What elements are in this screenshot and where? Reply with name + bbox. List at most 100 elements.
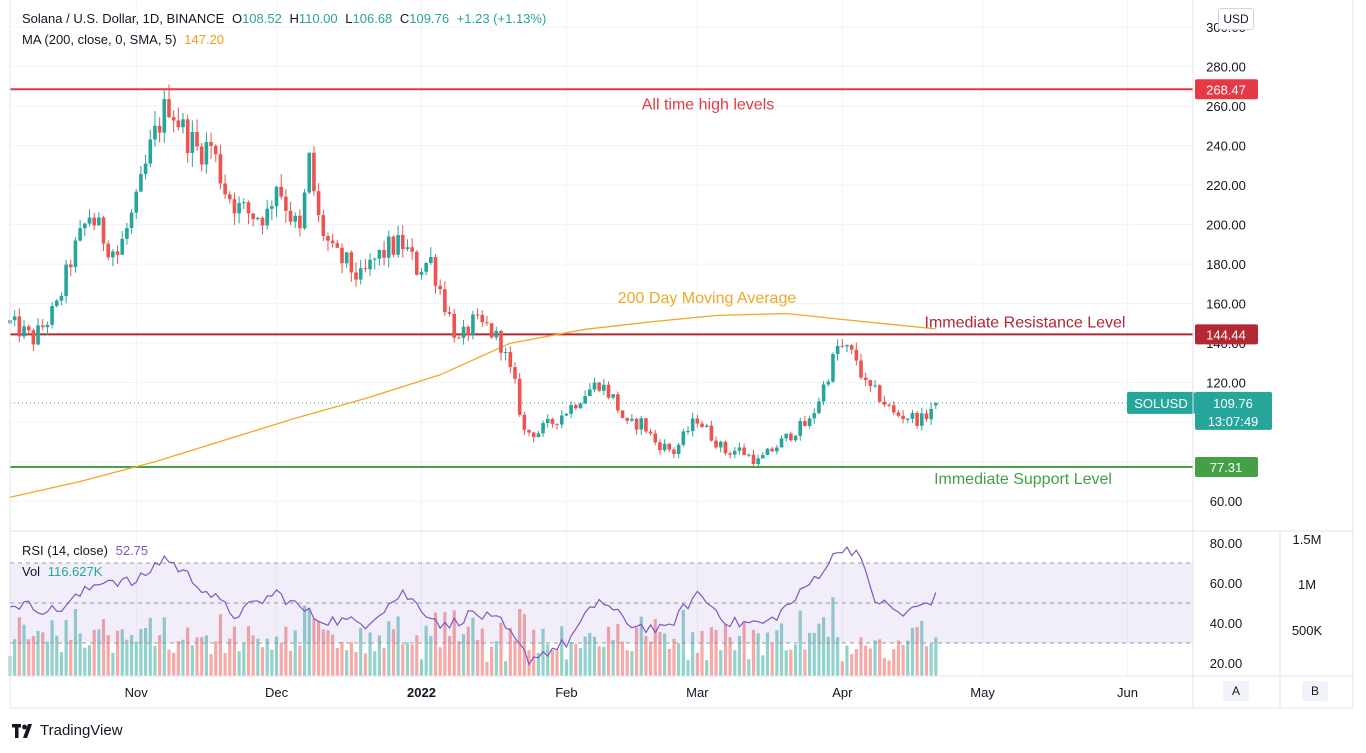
candle-body <box>541 423 545 434</box>
candle-body <box>859 360 863 378</box>
candle-body <box>265 208 269 226</box>
volume-bar <box>326 630 330 676</box>
volume-bar <box>648 641 653 676</box>
candle-body <box>433 257 438 286</box>
candle-body <box>527 429 531 433</box>
change-value: +1.23 (+1.13%) <box>456 11 547 26</box>
volume-bar <box>410 644 414 676</box>
price-tick-label: 240.00 <box>1206 139 1246 154</box>
scale-button-a[interactable]: A <box>1223 681 1249 701</box>
vol-legend: Vol 116.627K <box>22 564 106 579</box>
volume-bar <box>172 652 176 676</box>
volume-bar <box>793 644 798 676</box>
candle-body <box>845 345 849 347</box>
volume-bar <box>125 639 129 676</box>
volume-bar <box>873 640 877 676</box>
volume-bar <box>546 644 550 676</box>
candle-body <box>891 405 896 413</box>
volume-bar <box>831 597 835 676</box>
volume-bar <box>340 641 344 676</box>
volume-bar <box>447 636 452 676</box>
volume-bar <box>634 627 639 676</box>
candle-body <box>185 119 190 153</box>
volume-bar <box>817 623 821 676</box>
symbol-legend: Solana / U.S. Dollar, 1D, BINANCE O108.5… <box>22 11 550 26</box>
vol-value: 116.627K <box>47 564 103 579</box>
volume-bar <box>887 660 891 676</box>
candle-body <box>471 314 475 336</box>
candle-body <box>148 139 153 164</box>
time-tick-label: May <box>970 685 995 700</box>
candle-body <box>616 394 620 411</box>
candle-body <box>335 243 340 248</box>
volume-bar <box>331 634 335 676</box>
price-level-tag-label: 268.47 <box>1206 82 1246 97</box>
volume-bar <box>719 650 723 676</box>
volume-bar <box>27 639 31 676</box>
candle-body <box>588 389 592 397</box>
candle-body <box>162 99 167 133</box>
volume-bar <box>111 652 115 676</box>
volume-bar <box>41 632 45 676</box>
volume-bar <box>653 619 657 676</box>
volume-bar <box>438 647 442 676</box>
volume-bar <box>663 633 667 676</box>
candle-body <box>709 425 714 441</box>
currency-button[interactable]: USD <box>1218 8 1254 30</box>
candle-body <box>676 444 681 455</box>
candle-body <box>218 154 223 184</box>
candle-body <box>298 215 302 229</box>
rsi-value: 52.75 <box>115 543 149 558</box>
volume-bar <box>415 635 419 676</box>
time-tick-label: Feb <box>555 685 577 700</box>
close-label: C <box>399 11 410 26</box>
volume-bar <box>101 619 106 676</box>
volume-bar <box>186 627 190 676</box>
time-axis[interactable]: Nov Dec 2022 Feb Mar Apr May Jun <box>125 685 1138 700</box>
candle-body <box>779 438 784 448</box>
tradingview-logo[interactable]: TradingView <box>12 722 123 739</box>
volume-bar <box>915 627 919 676</box>
candle-body <box>68 264 73 268</box>
candle-body <box>639 418 644 430</box>
scale-button-b[interactable]: B <box>1302 681 1328 701</box>
moving-average-line <box>9 312 936 498</box>
volume-bar <box>190 645 194 676</box>
resistance-annotation: Immediate Resistance Level <box>925 314 1126 331</box>
candle-body <box>751 454 756 465</box>
candle-body <box>326 236 330 241</box>
volume-bar <box>840 661 844 676</box>
candle-body <box>789 433 793 441</box>
candle-body <box>826 381 831 385</box>
volume-bar <box>602 646 606 676</box>
candle-body <box>868 380 873 387</box>
ma-annotation: 200 Day Moving Average <box>618 290 797 307</box>
candle-body <box>17 316 22 337</box>
candle-body <box>573 405 578 409</box>
candle-body <box>284 196 288 211</box>
volume-bar <box>429 636 433 676</box>
candle-body <box>139 174 143 192</box>
candle-body <box>863 377 868 381</box>
horizontal-lines[interactable] <box>10 88 1193 469</box>
volume-bar <box>158 635 162 676</box>
volume-bar <box>620 641 625 676</box>
candle-body <box>73 240 78 268</box>
candle-body <box>503 352 508 354</box>
volume-bar <box>592 636 597 676</box>
volume-bar <box>232 626 237 676</box>
annotations: All time high levels Immediate Resistance… <box>618 96 1126 488</box>
candle-body <box>405 247 410 250</box>
candle-body <box>475 314 480 316</box>
volume-bar <box>906 640 910 676</box>
volume-bar <box>882 658 886 676</box>
volume-bar <box>803 649 807 676</box>
low-label: L <box>345 11 353 26</box>
volume-bar <box>50 620 54 676</box>
candle-body <box>489 323 494 338</box>
ma-label: MA (200, close, 0, SMA, 5) <box>22 32 177 47</box>
volume-bar <box>761 655 765 676</box>
candle-body <box>400 234 405 250</box>
candle-body <box>312 152 316 192</box>
